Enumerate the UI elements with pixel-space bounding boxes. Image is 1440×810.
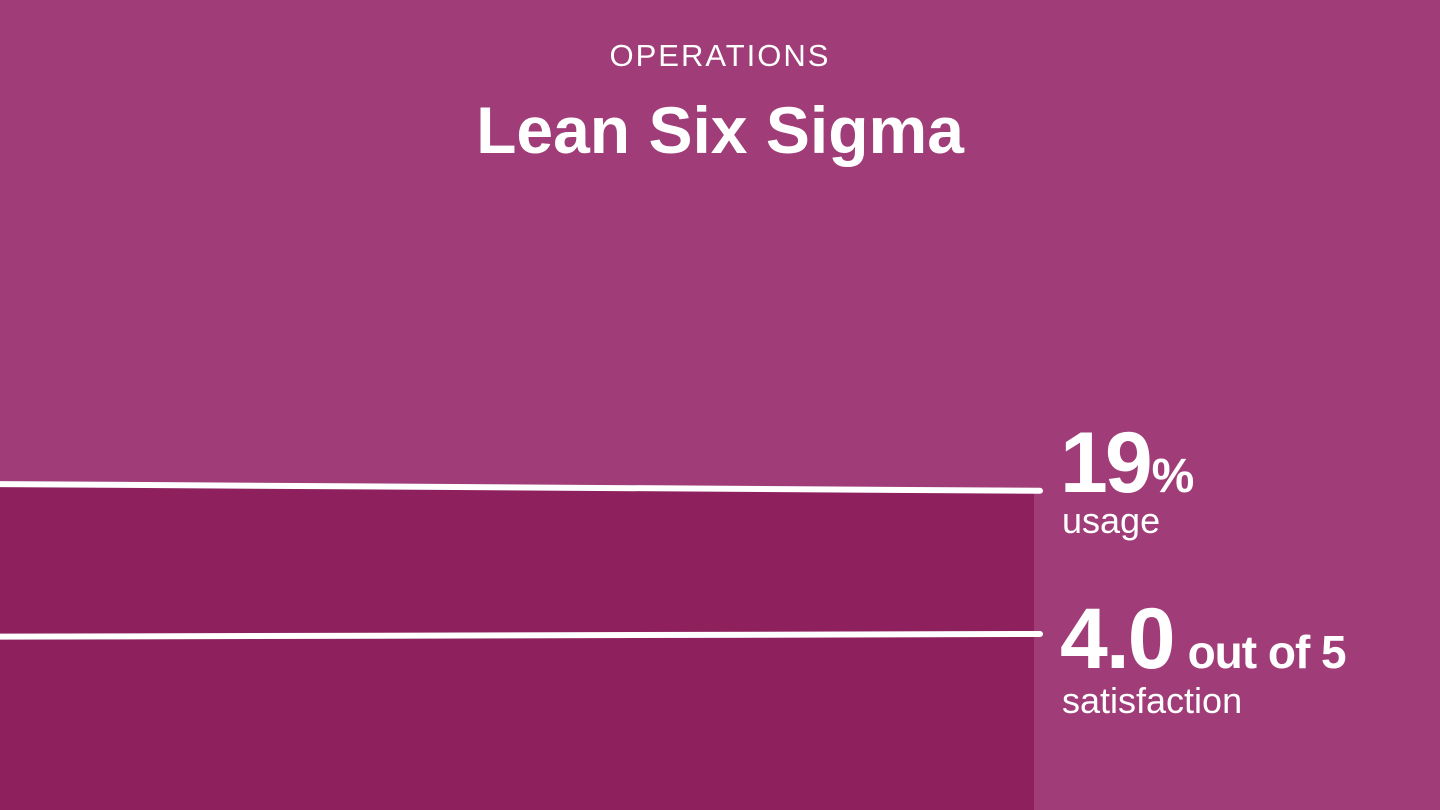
satisfaction-value: 4.0 out of 5 [1060,590,1347,689]
satisfaction-number: 4.0 [1060,591,1176,687]
page-title: Lean Six Sigma [476,93,964,167]
usage-unit: % [1151,450,1195,503]
usage-fill-area [0,484,1034,810]
category-label: OPERATIONS [609,38,831,73]
satisfaction-trend-line [0,631,1043,640]
satisfaction-label: satisfaction [1062,680,1243,721]
usage-trend-line [0,481,1043,494]
usage-number: 19 [1060,415,1153,511]
usage-value: 19% [1060,414,1194,513]
usage-label: usage [1062,500,1161,541]
satisfaction-suffix: out of 5 [1187,626,1347,678]
